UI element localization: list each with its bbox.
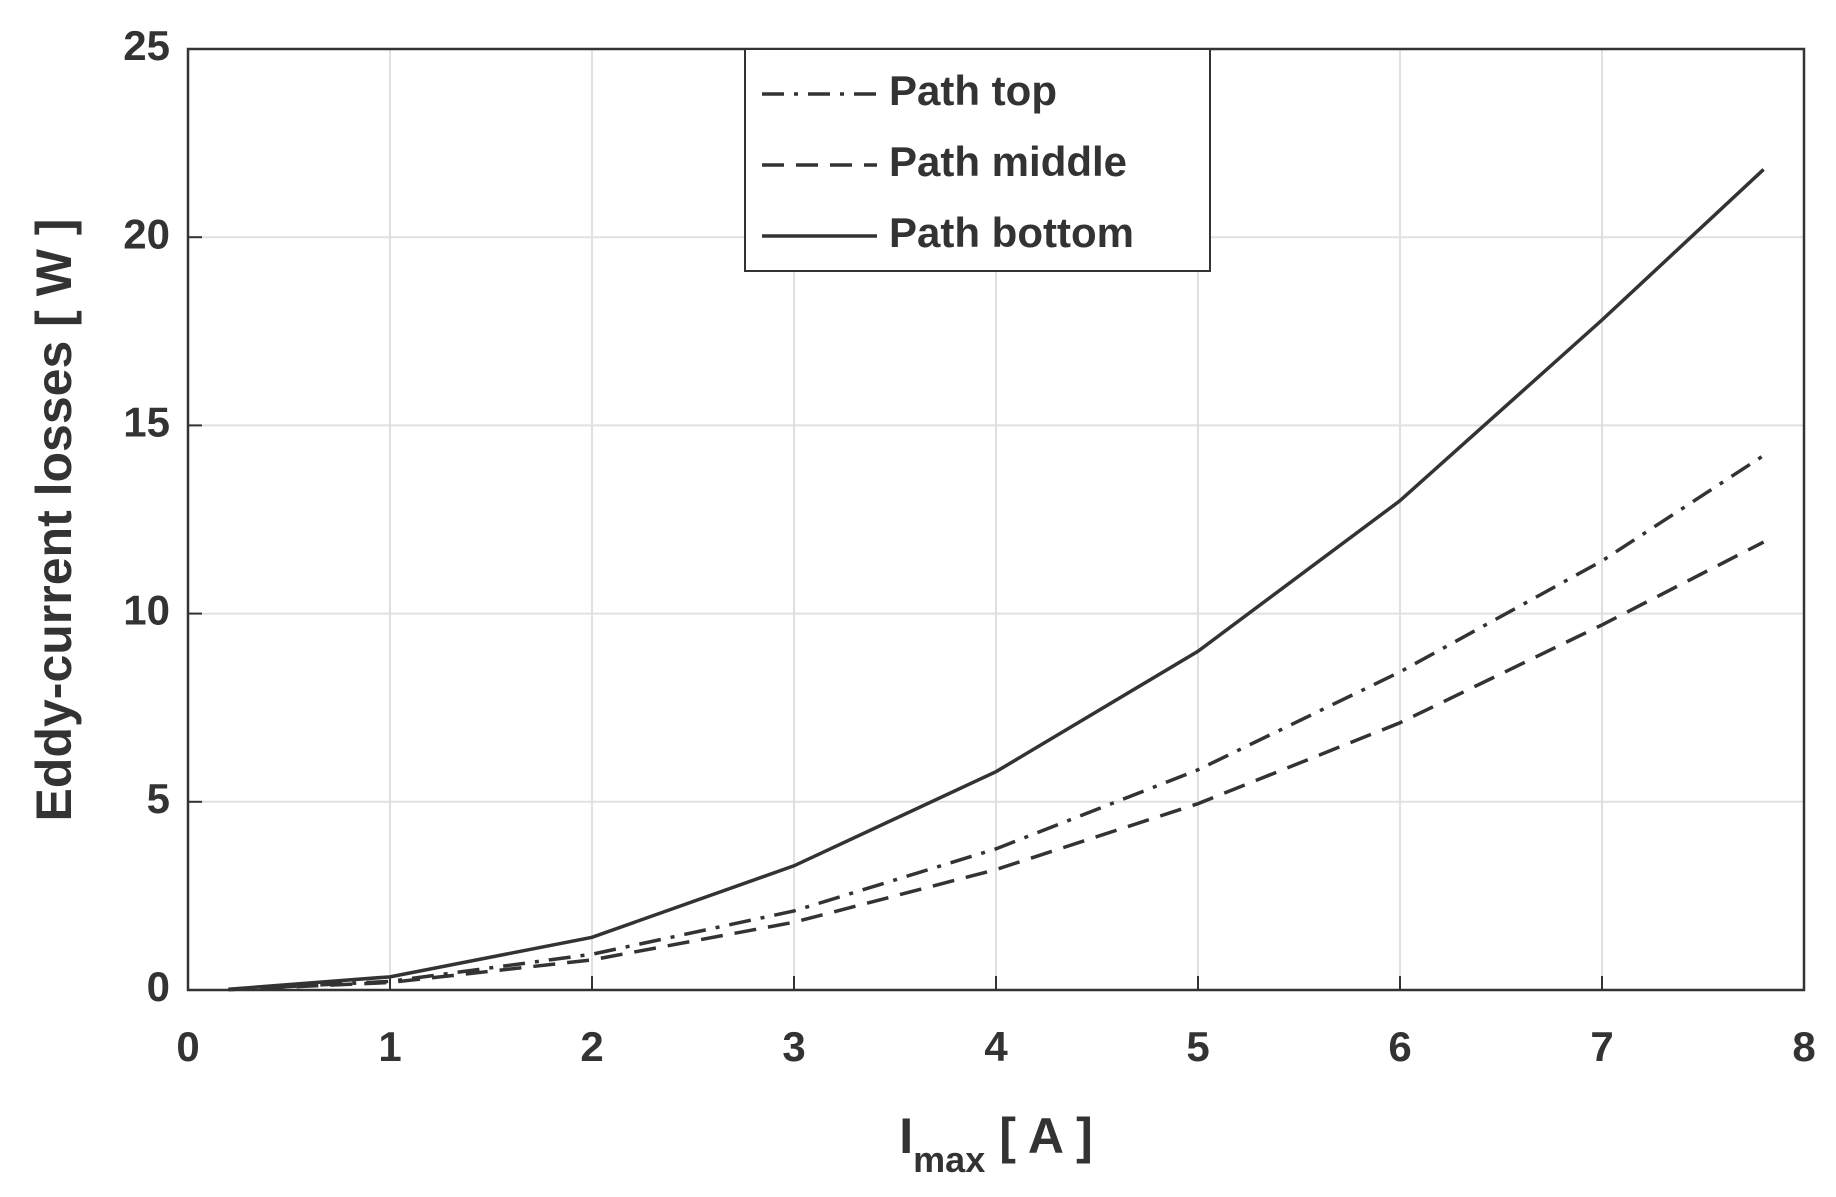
y-tick-label: 10 [123,587,170,634]
x-tick-label: 6 [1388,1023,1411,1070]
y-tick-label: 20 [123,210,170,257]
series-line [228,454,1765,992]
y-tick-label: 25 [123,22,170,69]
y-axis-label: Eddy-current losses [ W ] [26,219,82,822]
x-tick-label: 5 [1186,1023,1209,1070]
x-tick-label: 3 [782,1023,805,1070]
x-tick-label: 8 [1792,1023,1815,1070]
legend-label: Path top [889,67,1057,114]
legend-label: Path bottom [889,209,1134,256]
x-label-sub: max [913,1139,985,1180]
legend-box [744,48,1211,272]
series-line [228,168,1765,991]
x-label-main: I [899,1108,913,1164]
x-label-unit: [ A ] [999,1108,1092,1164]
x-axis-label: Imax [ A ] [899,1108,1092,1179]
x-tick-label: 4 [984,1023,1008,1070]
legend-label: Path middle [889,138,1127,185]
x-tick-label: 1 [378,1023,401,1070]
y-tick-label: 5 [147,775,170,822]
y-tick-label: 0 [147,963,170,1010]
x-tick-label: 0 [176,1023,199,1070]
x-tick-label: 7 [1590,1023,1613,1070]
y-tick-label: 15 [123,398,170,445]
x-tick-label: 2 [580,1023,603,1070]
